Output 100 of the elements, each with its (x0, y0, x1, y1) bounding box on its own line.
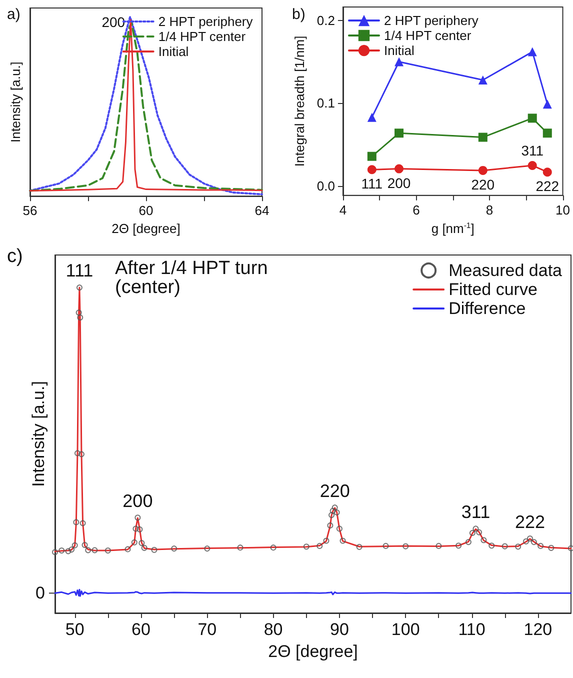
x-tick-label: 90 (330, 620, 349, 639)
point (476, 529, 482, 536)
point (327, 522, 334, 528)
point (328, 512, 335, 518)
x-tick-label: 80 (264, 620, 283, 639)
y-tick-label: 0.1 (316, 96, 335, 111)
point (469, 530, 476, 536)
point (76, 284, 82, 291)
x-tick-label: 110 (458, 620, 486, 639)
point (528, 47, 537, 56)
point (528, 160, 537, 170)
point (80, 520, 86, 526)
point (367, 152, 376, 161)
point (104, 548, 111, 554)
chart-title: b) (292, 6, 306, 23)
legend-label: Initial (384, 43, 414, 58)
point (131, 539, 138, 546)
x-tick-label: 56 (22, 203, 38, 218)
annotation: 200 (102, 14, 126, 30)
legend-label: 1/4 HPT center (384, 28, 472, 43)
y-axis-title: Integral breadth [1/nm] (292, 36, 307, 167)
annotation: 311 (521, 142, 544, 158)
point (542, 100, 552, 109)
annotation: 311 (461, 502, 490, 522)
x-tick-label: 10 (556, 202, 570, 218)
point (526, 535, 533, 542)
point (548, 544, 554, 551)
legend-label: 1/4 HPT center (158, 29, 246, 44)
point (542, 168, 552, 177)
legend-label: 2 HPT periphery (384, 13, 479, 28)
point (52, 549, 58, 556)
ref-line-label: 0 (36, 584, 45, 603)
annotation: 200 (122, 490, 153, 511)
point (568, 545, 573, 552)
x-tick-label: 64 (254, 203, 270, 218)
annotation: 111 (361, 176, 383, 192)
annotation: 220 (320, 480, 350, 501)
y-axis-title: Intensity [a.u.] (29, 381, 48, 487)
annotation: 111 (66, 260, 94, 281)
point (340, 538, 346, 544)
point (65, 548, 72, 554)
point (68, 546, 75, 553)
point (141, 544, 148, 551)
point (92, 547, 98, 554)
point (478, 166, 488, 175)
point (402, 543, 409, 550)
legend-label: Initial (158, 44, 189, 59)
point (394, 57, 404, 66)
point (436, 542, 442, 549)
chart-title: a) (7, 6, 20, 23)
point (478, 76, 488, 85)
point (332, 504, 338, 511)
annotation: After 1/4 HPT turn (center) (115, 258, 268, 298)
point (336, 526, 342, 532)
point (72, 542, 78, 548)
x-tick-label: 50 (65, 620, 84, 639)
point (132, 526, 139, 532)
x-tick-label: 60 (132, 620, 150, 639)
point (85, 547, 92, 554)
point (472, 526, 479, 532)
point (530, 539, 537, 546)
point (538, 542, 544, 549)
point (204, 546, 210, 552)
annotation: 222 (536, 178, 560, 194)
point (77, 314, 84, 320)
point (151, 546, 158, 553)
point (502, 543, 508, 550)
point (488, 542, 495, 549)
point (237, 544, 244, 551)
point (74, 450, 80, 456)
y-axis-title: Intensity [a.u.] (8, 62, 23, 143)
point (367, 112, 376, 122)
legend-label: Measured data (448, 261, 563, 280)
point (316, 542, 323, 549)
point (76, 310, 82, 316)
x-axis-title: 2Θ [degree] (112, 221, 180, 236)
x-tick-label: 100 (391, 620, 420, 639)
point (334, 509, 340, 516)
point (456, 542, 462, 549)
point (515, 544, 522, 550)
point (82, 542, 88, 548)
legend-label: Fitted curve (448, 280, 538, 299)
point (480, 537, 487, 544)
x-tick-label: 6 (412, 202, 420, 218)
annotation: 200 (387, 174, 411, 191)
x-tick-label: 60 (138, 203, 154, 218)
point (394, 128, 404, 138)
point (136, 526, 143, 532)
point (73, 519, 80, 526)
point (523, 538, 530, 544)
x-axis-title: 2Θ [degree] (268, 642, 358, 661)
chart-title: c) (7, 246, 23, 267)
annotation: 222 (514, 512, 546, 532)
point (303, 544, 310, 550)
y-tick-label: 0.0 (316, 178, 335, 194)
point (394, 164, 404, 174)
point (478, 132, 488, 142)
annotation: 220 (471, 176, 495, 192)
point (356, 544, 362, 550)
point (528, 114, 537, 123)
